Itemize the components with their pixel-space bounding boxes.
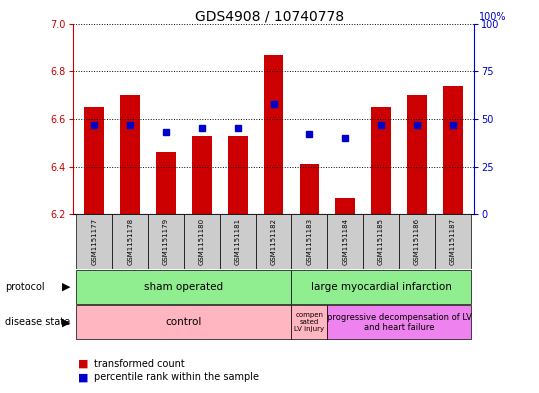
Text: ▶: ▶ xyxy=(61,317,70,327)
Text: protocol: protocol xyxy=(5,282,45,292)
Text: GSM1151185: GSM1151185 xyxy=(378,218,384,265)
Bar xyxy=(85,107,104,214)
Bar xyxy=(443,86,462,214)
FancyBboxPatch shape xyxy=(292,270,471,304)
Text: 100%: 100% xyxy=(479,12,506,22)
Text: GSM1151179: GSM1151179 xyxy=(163,218,169,265)
FancyBboxPatch shape xyxy=(112,214,148,269)
Bar xyxy=(156,152,176,214)
FancyBboxPatch shape xyxy=(148,214,184,269)
FancyBboxPatch shape xyxy=(77,214,112,269)
Text: percentile rank within the sample: percentile rank within the sample xyxy=(94,372,259,382)
Bar xyxy=(407,95,427,214)
Text: ■: ■ xyxy=(78,358,88,369)
FancyBboxPatch shape xyxy=(292,305,327,339)
Text: ▶: ▶ xyxy=(61,282,70,292)
FancyBboxPatch shape xyxy=(435,214,471,269)
Text: ■: ■ xyxy=(78,372,88,382)
FancyBboxPatch shape xyxy=(220,214,255,269)
FancyBboxPatch shape xyxy=(399,214,435,269)
FancyBboxPatch shape xyxy=(363,214,399,269)
FancyBboxPatch shape xyxy=(292,214,327,269)
Text: control: control xyxy=(165,317,202,327)
FancyBboxPatch shape xyxy=(327,305,471,339)
Text: disease state: disease state xyxy=(5,317,71,327)
Bar xyxy=(264,55,284,214)
Text: transformed count: transformed count xyxy=(94,358,185,369)
Text: GSM1151186: GSM1151186 xyxy=(414,218,420,265)
Text: large myocardial infarction: large myocardial infarction xyxy=(310,282,452,292)
Text: GSM1151177: GSM1151177 xyxy=(91,218,97,265)
FancyBboxPatch shape xyxy=(77,305,292,339)
Bar xyxy=(335,198,355,214)
Text: progressive decompensation of LV
and heart failure: progressive decompensation of LV and hea… xyxy=(327,312,472,332)
Bar xyxy=(192,136,212,214)
FancyBboxPatch shape xyxy=(184,214,220,269)
Text: GSM1151181: GSM1151181 xyxy=(234,218,241,265)
Text: GDS4908 / 10740778: GDS4908 / 10740778 xyxy=(195,10,344,24)
Text: GSM1151182: GSM1151182 xyxy=(271,218,277,265)
Bar xyxy=(300,164,319,214)
Bar xyxy=(371,107,391,214)
Text: GSM1151178: GSM1151178 xyxy=(127,218,133,265)
Text: GSM1151180: GSM1151180 xyxy=(199,218,205,265)
Text: GSM1151187: GSM1151187 xyxy=(450,218,456,265)
Text: GSM1151184: GSM1151184 xyxy=(342,218,348,265)
Bar xyxy=(228,136,247,214)
Text: GSM1151183: GSM1151183 xyxy=(306,218,313,265)
Text: compen
sated
LV injury: compen sated LV injury xyxy=(294,312,324,332)
Text: sham operated: sham operated xyxy=(144,282,224,292)
FancyBboxPatch shape xyxy=(327,214,363,269)
FancyBboxPatch shape xyxy=(255,214,292,269)
Bar xyxy=(120,95,140,214)
FancyBboxPatch shape xyxy=(77,270,292,304)
